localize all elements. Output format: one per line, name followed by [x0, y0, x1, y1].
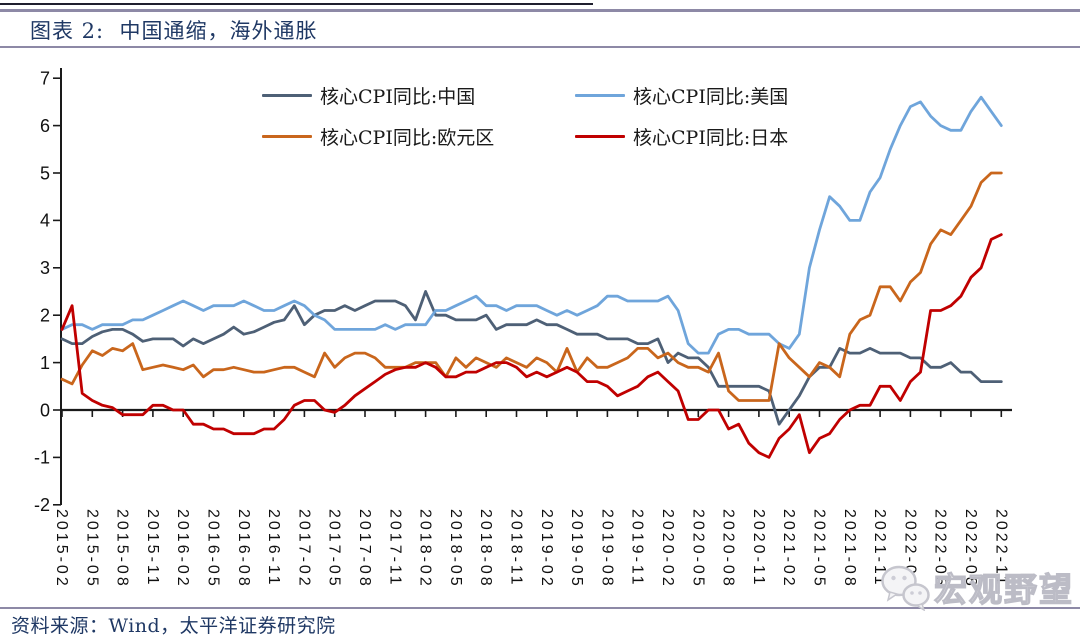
- figure-title: 图表 2: 中国通缩，海外通胀: [30, 19, 318, 43]
- x-tick-label: 2016-08: [235, 509, 252, 589]
- x-tick-label: 2020-02: [659, 509, 676, 589]
- x-tick-label: 2021-08: [841, 509, 858, 589]
- y-tick-label: 5: [40, 163, 50, 183]
- x-tick-label: 2015-11: [144, 509, 161, 588]
- x-tick-label: 2021-02: [780, 509, 797, 589]
- x-tick-label: 2017-02: [295, 509, 312, 589]
- x-tick-label: 2022-08: [962, 509, 979, 589]
- top-black-border: [0, 3, 593, 5]
- x-tick-label: 2016-11: [265, 509, 282, 588]
- y-tick-label: -1: [34, 448, 50, 468]
- x-tick-label: 2021-11: [871, 509, 888, 588]
- legend-label-us: 核心CPI同比:美国: [633, 85, 789, 108]
- x-tick-label: 2017-08: [356, 509, 373, 589]
- watermark: 宏观野望: [880, 563, 1074, 611]
- legend-item-china: 核心CPI同比:中国: [262, 84, 476, 108]
- x-tick-label: 2017-05: [326, 509, 343, 589]
- series-line-japan: [60, 233, 1003, 459]
- legend-line-eurozone: [262, 134, 312, 138]
- y-tick-label: 7: [40, 69, 50, 89]
- source-rule: [0, 607, 1080, 609]
- y-tick-label: 1: [40, 353, 50, 373]
- x-tick-label: 2018-08: [477, 509, 494, 589]
- legend-label-japan: 核心CPI同比:日本: [633, 126, 789, 149]
- x-tick-label: 2016-02: [174, 509, 191, 589]
- x-tick-label: 2021-05: [811, 509, 828, 589]
- legend-line-china: [262, 93, 312, 97]
- series-line-eurozone: [60, 171, 1003, 402]
- title-rule: [0, 46, 1080, 48]
- x-tick-label: 2020-08: [720, 509, 737, 589]
- x-tick-label: 2022-05: [932, 509, 949, 589]
- legend-line-japan: [575, 134, 625, 138]
- top-rule: [0, 9, 1080, 12]
- y-tick-label: 6: [40, 116, 50, 136]
- x-tick-label: 2019-05: [568, 509, 585, 589]
- y-tick-label: -2: [34, 495, 50, 515]
- x-tick-label: 2018-11: [508, 509, 525, 588]
- y-tick-label: 2: [40, 306, 50, 326]
- legend-label-eurozone: 核心CPI同比:欧元区: [320, 126, 495, 149]
- x-tick-label: 2022-11: [992, 509, 1009, 588]
- x-tick-label: 2018-05: [447, 509, 464, 589]
- legend-item-eurozone: 核心CPI同比:欧元区: [262, 125, 495, 149]
- x-tick-label: 2015-02: [53, 509, 70, 589]
- x-tick-label: 2015-08: [114, 509, 131, 589]
- legend-item-us: 核心CPI同比:美国: [575, 84, 789, 108]
- wechat-icon: [881, 565, 930, 611]
- y-tick-label: 3: [40, 258, 50, 278]
- x-tick-label: 2019-08: [598, 509, 615, 589]
- legend-item-japan: 核心CPI同比:日本: [575, 125, 789, 149]
- source-note: 资料来源：Wind，太平洋证券研究院: [11, 615, 336, 637]
- x-tick-label: 2015-05: [83, 509, 100, 589]
- legend-line-us: [575, 93, 625, 97]
- x-tick-label: 2019-02: [538, 509, 555, 589]
- x-tick-label: 2016-05: [205, 509, 222, 589]
- x-tick-label: 2018-02: [417, 509, 434, 589]
- x-tick-label: 2017-11: [386, 509, 403, 588]
- watermark-text: 宏观野望: [933, 570, 1074, 608]
- y-tick-label: 0: [40, 400, 50, 420]
- legend-label-china: 核心CPI同比:中国: [320, 85, 476, 108]
- y-tick-label: 4: [40, 211, 50, 231]
- x-tick-label: 2020-05: [689, 509, 706, 589]
- x-tick-label: 2019-11: [629, 509, 646, 588]
- x-tick-label: 2020-11: [750, 509, 767, 588]
- series-line-us: [60, 95, 1003, 355]
